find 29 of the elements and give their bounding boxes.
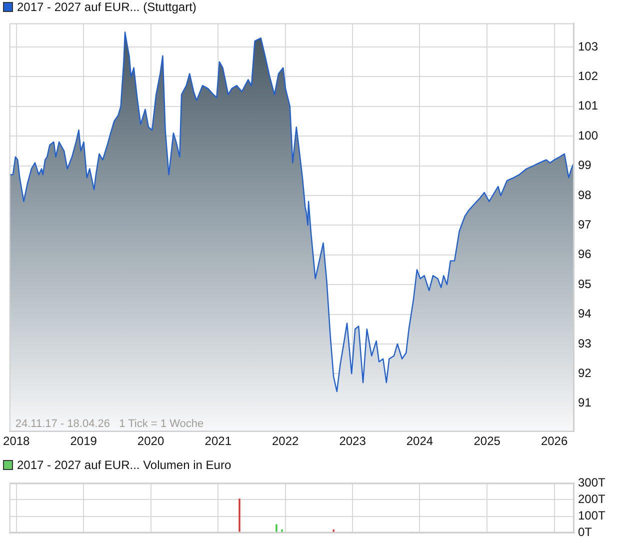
y-tick-label: 92 [578, 366, 592, 380]
x-tick-label: 2025 [474, 434, 501, 448]
y-tick-label: 91 [578, 396, 592, 410]
y-tick-label: 300T [578, 476, 606, 490]
y-tick-label: 95 [578, 276, 592, 291]
y-tick-label: 100 [578, 128, 598, 142]
y-tick-label: 96 [578, 247, 592, 262]
x-tick-label: 2024 [406, 434, 434, 448]
y-tick-label: 200T [578, 492, 606, 506]
x-tick-label: 2021 [204, 434, 232, 448]
x-tick-label: 2026 [540, 434, 568, 448]
x-tick-label: 2018 [3, 434, 30, 448]
x-tick-label: 2023 [339, 434, 366, 448]
y-tick-label: 103 [578, 39, 598, 54]
y-tick-label: 94 [578, 306, 592, 321]
y-tick-label: 101 [578, 98, 598, 113]
y-tick-label: 98 [578, 188, 592, 202]
x-tick-label: 2022 [272, 434, 300, 448]
x-tick-label: 2019 [70, 434, 98, 448]
y-tick-label: 97 [578, 217, 592, 232]
y-tick-label: 0T [578, 525, 593, 540]
y-tick-label: 99 [578, 158, 592, 172]
y-tick-label: 93 [578, 336, 592, 350]
y-tick-label: 102 [578, 68, 598, 83]
annotation: 24.11.17 - 18.04.26 1 Tick = 1 Woche [15, 418, 204, 430]
chart-title: 2017 - 2027 auf EUR... Volumen in Euro [17, 458, 232, 472]
y-tick-label: 100T [578, 508, 606, 523]
chart-title: 2017 - 2027 auf EUR... (Stuttgart) [17, 0, 196, 14]
x-tick-label: 2020 [137, 434, 164, 448]
